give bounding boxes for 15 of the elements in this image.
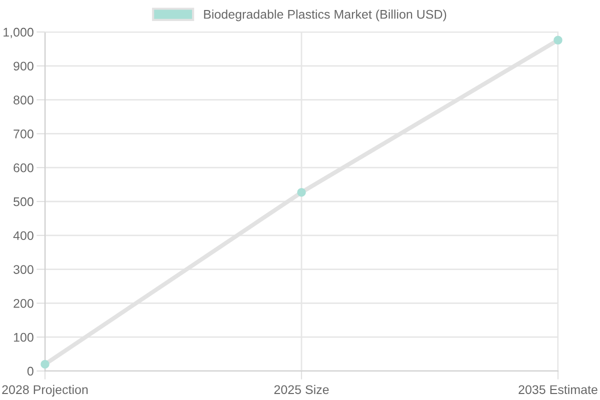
x-tick-label: 2035 Estimate bbox=[518, 384, 598, 394]
y-tick-label: 700 bbox=[14, 130, 34, 138]
y-tick-label: 300 bbox=[14, 265, 34, 274]
legend-label: Biodegradable Plastics Market (Billion USD) bbox=[204, 10, 446, 22]
y-tick-label: 500 bbox=[14, 197, 34, 206]
x-tick-label: 2028 Projection bbox=[2, 384, 88, 397]
y-tick-label: 1,000 bbox=[4, 28, 34, 38]
y-tick-label: 600 bbox=[14, 163, 34, 172]
y-tick-label: 0 bbox=[27, 366, 34, 376]
y-tick-label: 800 bbox=[14, 96, 34, 104]
y-tick-label: 400 bbox=[13, 231, 34, 240]
y-tick-label: 200 bbox=[14, 299, 34, 308]
x-tick-label: 2025 Size bbox=[274, 384, 329, 394]
y-tick-label: 900 bbox=[14, 62, 34, 71]
y-tick-label: 100 bbox=[14, 332, 34, 342]
